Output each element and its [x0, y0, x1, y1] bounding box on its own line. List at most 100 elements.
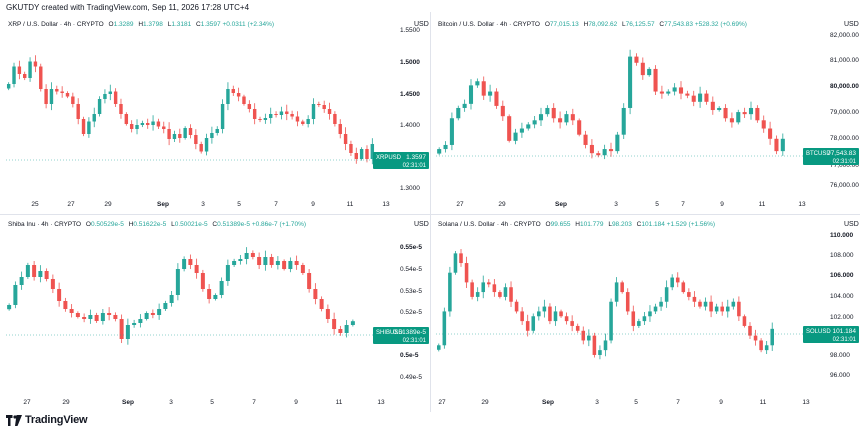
sol-y-tick: 98.000	[830, 352, 850, 359]
xrp-candle	[274, 111, 278, 118]
xrp-candle	[6, 82, 11, 91]
sol-candle	[587, 329, 591, 347]
shib-candle	[75, 311, 80, 319]
btc-y-tick: 82,000.00	[830, 32, 859, 39]
btc-y-tick: 80,000.00	[830, 83, 859, 90]
xrp-candle	[17, 60, 22, 80]
xrp-change: +0.0311 (+2.34%)	[222, 21, 275, 28]
shib-chart-pane[interactable]: 0.55e-50.54e-50.53e-50.52e-50.51e-50.5e-…	[0, 214, 430, 412]
xrp-chart-pane[interactable]: 1.55001.50001.45001.40001.35001.30002527…	[0, 14, 430, 212]
btc-open: 77,015.13	[549, 21, 579, 28]
sol-candle	[531, 313, 536, 334]
xrp-candle	[269, 107, 273, 124]
shib-x-tick: 5	[210, 399, 214, 406]
btc-candle	[545, 105, 550, 117]
shib-candle	[169, 290, 174, 307]
btc-chart-pane[interactable]: 82,000.00 81,000.00 80,000.00 79,000.00 78,0…	[430, 14, 860, 212]
sol-open: 99.655	[550, 221, 571, 228]
xrp-x-tick: 9	[311, 201, 315, 208]
sol-candle	[681, 280, 686, 294]
sol-candle	[725, 299, 730, 318]
btc-close: 77,543.83	[664, 21, 694, 28]
btc-candles: 82,000.00 81,000.00 80,000.00 79,000.00 78,0…	[436, 32, 859, 208]
xrp-candle	[290, 110, 294, 120]
sol-candle	[759, 338, 763, 353]
xrp-high: 1.3798	[143, 21, 163, 28]
shib-candle	[288, 257, 293, 273]
xrp-x-tick: 13	[382, 201, 390, 208]
btc-tag-price: 77,543.83	[827, 150, 856, 157]
xrp-candle	[119, 98, 123, 119]
shib-candle	[82, 313, 87, 323]
sol-candle	[703, 297, 708, 311]
btc-x-tick: 5	[655, 201, 659, 208]
shib-x-tick: Sep	[122, 399, 134, 406]
btc-candle	[723, 104, 728, 122]
shib-candle	[44, 268, 49, 282]
btc-candle	[615, 131, 620, 154]
sol-candle	[575, 323, 580, 333]
btc-candle	[532, 116, 537, 129]
shib-candle	[325, 304, 330, 324]
btc-candle	[513, 128, 518, 145]
xrp-x-tick: 5	[237, 201, 241, 208]
xrp-candle	[172, 130, 177, 142]
sol-candle	[464, 256, 469, 289]
sol-candle	[698, 299, 702, 309]
sol-candle	[603, 333, 608, 357]
sol-candle	[492, 279, 497, 297]
sol-candle	[731, 298, 736, 310]
btc-candle	[538, 107, 544, 126]
xrp-tag-countdown: 02:31:01	[403, 163, 427, 169]
sol-candle	[592, 332, 597, 358]
sol-candle	[764, 340, 769, 354]
shib-candle	[38, 265, 43, 283]
shib-candle	[88, 309, 93, 324]
shib-high: 0.51622e-5	[133, 221, 167, 228]
xrp-candle	[183, 126, 187, 140]
sol-chart-pane[interactable]: 110.000108.000106.000104.000102.000100.0…	[430, 214, 860, 412]
sol-candle	[537, 306, 541, 321]
xrp-candle	[44, 84, 48, 109]
xrp-candle	[327, 102, 332, 120]
sol-y-tick: 106.000	[830, 272, 854, 279]
btc-candle	[577, 118, 582, 137]
sol-candle	[542, 299, 547, 318]
xrp-low: 1.3181	[171, 21, 192, 28]
sol-candle	[514, 299, 519, 314]
xrp-candle	[333, 111, 337, 127]
sol-price-tag: SOLUSD 101.184 02:31:01	[803, 326, 859, 343]
sol-tag-countdown: 02:31:01	[833, 337, 857, 343]
shib-candle	[338, 325, 343, 336]
btc-high: 78,092.62	[588, 21, 618, 28]
xrp-x-tick: 27	[67, 201, 75, 208]
btc-y-tick: 76,000.00	[830, 182, 859, 189]
xrp-candle	[162, 121, 166, 134]
btc-candle	[691, 90, 696, 107]
shib-candle	[275, 256, 280, 270]
xrp-y-tick: 1.4000	[400, 122, 420, 129]
btc-legend: Bitcoin / U.S. Dollar · 4h · CRYPTO O77,…	[438, 21, 747, 28]
shib-x-tick: 3	[169, 399, 173, 406]
sol-x-tick: 3	[595, 399, 599, 406]
xrp-candle	[55, 85, 59, 95]
shib-y-tick: 0.53e-5	[400, 288, 422, 295]
sol-tag-symbol: SOLUSD	[806, 329, 831, 335]
shib-candle	[244, 247, 249, 265]
xrp-candle	[226, 82, 230, 111]
btc-candle	[494, 88, 499, 109]
shib-candle	[13, 281, 18, 309]
shib-candle	[300, 262, 305, 275]
btc-candle	[551, 103, 556, 123]
xrp-y-tick: 1.3000	[400, 185, 420, 192]
btc-candle	[704, 90, 709, 105]
shib-y-tick: 0.49e-5	[400, 374, 422, 381]
sol-candle	[609, 298, 613, 344]
xrp-candle	[311, 98, 316, 125]
shib-candle	[238, 254, 243, 265]
sol-candle	[475, 287, 480, 302]
btc-candle	[755, 105, 760, 123]
shib-tag-symbol: SHIBUSD	[376, 330, 403, 336]
btc-candle	[526, 122, 531, 131]
